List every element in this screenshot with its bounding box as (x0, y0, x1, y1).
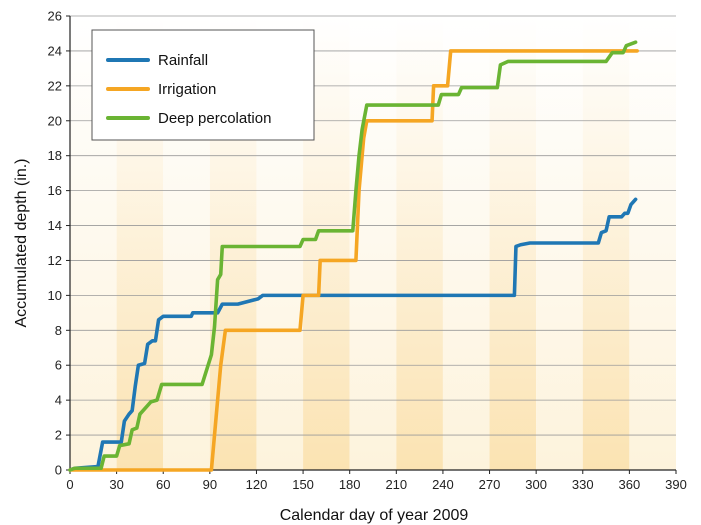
y-tick-label: 18 (48, 148, 62, 163)
x-tick-label: 390 (665, 477, 687, 492)
legend-label-deep-percolation: Deep percolation (158, 110, 271, 127)
x-tick-label: 30 (109, 477, 123, 492)
legend-items: Rainfall Irrigation Deep percolation (106, 52, 271, 127)
x-tick-label: 270 (479, 477, 501, 492)
x-tick-label: 360 (619, 477, 641, 492)
x-tick-label: 90 (203, 477, 217, 492)
series-lines (68, 40, 639, 472)
y-tick-label: 22 (48, 78, 62, 93)
legend: Rainfall Irrigation Deep percolation (91, 29, 315, 141)
x-tick-label: 0 (66, 477, 73, 492)
series-line-deep-percolation (68, 40, 638, 472)
x-tick-label: 60 (156, 477, 170, 492)
y-tick-label: 4 (55, 393, 62, 408)
gridlines (70, 15, 676, 436)
series-line-rainfall (68, 197, 638, 472)
x-tick-label: 330 (572, 477, 594, 492)
y-tick-label: 26 (48, 9, 62, 24)
x-tick-label: 150 (292, 477, 314, 492)
y-tick-label: 0 (55, 463, 62, 478)
series-line-irrigation (68, 49, 639, 472)
y-tick-label: 16 (48, 183, 62, 198)
y-tick-label: 8 (55, 323, 62, 338)
y-tick-label: 24 (48, 43, 62, 58)
x-tick-label: 300 (525, 477, 547, 492)
y-tick-label: 6 (55, 358, 62, 373)
background-band (629, 16, 676, 470)
y-tick-label: 10 (48, 288, 62, 303)
x-tick-label: 210 (385, 477, 407, 492)
y-tick-label: 14 (48, 218, 62, 233)
x-tick-label: 240 (432, 477, 454, 492)
y-tick-label: 12 (48, 253, 62, 268)
x-tick-label: 120 (246, 477, 268, 492)
background-band (442, 16, 490, 470)
y-tick-label: 2 (55, 428, 62, 443)
x-tick-label: 180 (339, 477, 361, 492)
legend-label-irrigation: Irrigation (158, 81, 216, 98)
legend-label-rainfall: Rainfall (158, 52, 208, 69)
x-axis-label: Calendar day of year 2009 (280, 507, 469, 524)
y-axis-label: Accumulated depth (in.) (13, 159, 30, 328)
y-tick-label: 20 (48, 113, 62, 128)
legend-box (91, 29, 315, 141)
background-band (396, 16, 443, 470)
x-tick-labels: 0 30 60 90 120 150 180 210 240 270 300 330 360 390 (66, 477, 686, 492)
